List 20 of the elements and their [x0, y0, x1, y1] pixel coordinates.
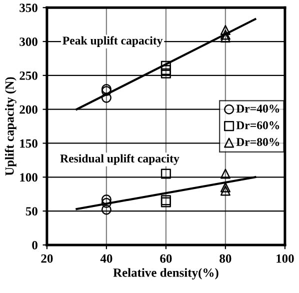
y-tick-label: 200	[20, 105, 38, 114]
y-tick-label: 100	[20, 173, 38, 182]
x-tick-label: 80	[220, 254, 232, 263]
y-tick-label: 50	[26, 207, 38, 216]
x-tick-label: 100	[276, 254, 294, 263]
y-axis-title: Uplift capacity (N)	[4, 77, 16, 176]
y-tick-label: 0	[32, 240, 38, 250]
legend-label: Dr=40%	[236, 104, 280, 113]
legend-label: Dr=80%	[236, 138, 280, 146]
y-tick-label: 350	[20, 4, 38, 12]
annotation: Residual uplift capacity	[60, 154, 180, 165]
y-tick-label: 250	[20, 71, 38, 80]
x-axis-title: Relative density(%)	[113, 268, 218, 280]
x-tick-label: 40	[100, 254, 112, 263]
x-tick-label: 20	[41, 254, 53, 263]
legend-label: Dr=60%	[236, 121, 280, 130]
x-tick-label: 60	[160, 254, 172, 263]
y-tick-label: 300	[20, 38, 38, 46]
annotation: Peak uplift capacity	[62, 36, 163, 47]
y-tick-label: 150	[20, 139, 38, 148]
